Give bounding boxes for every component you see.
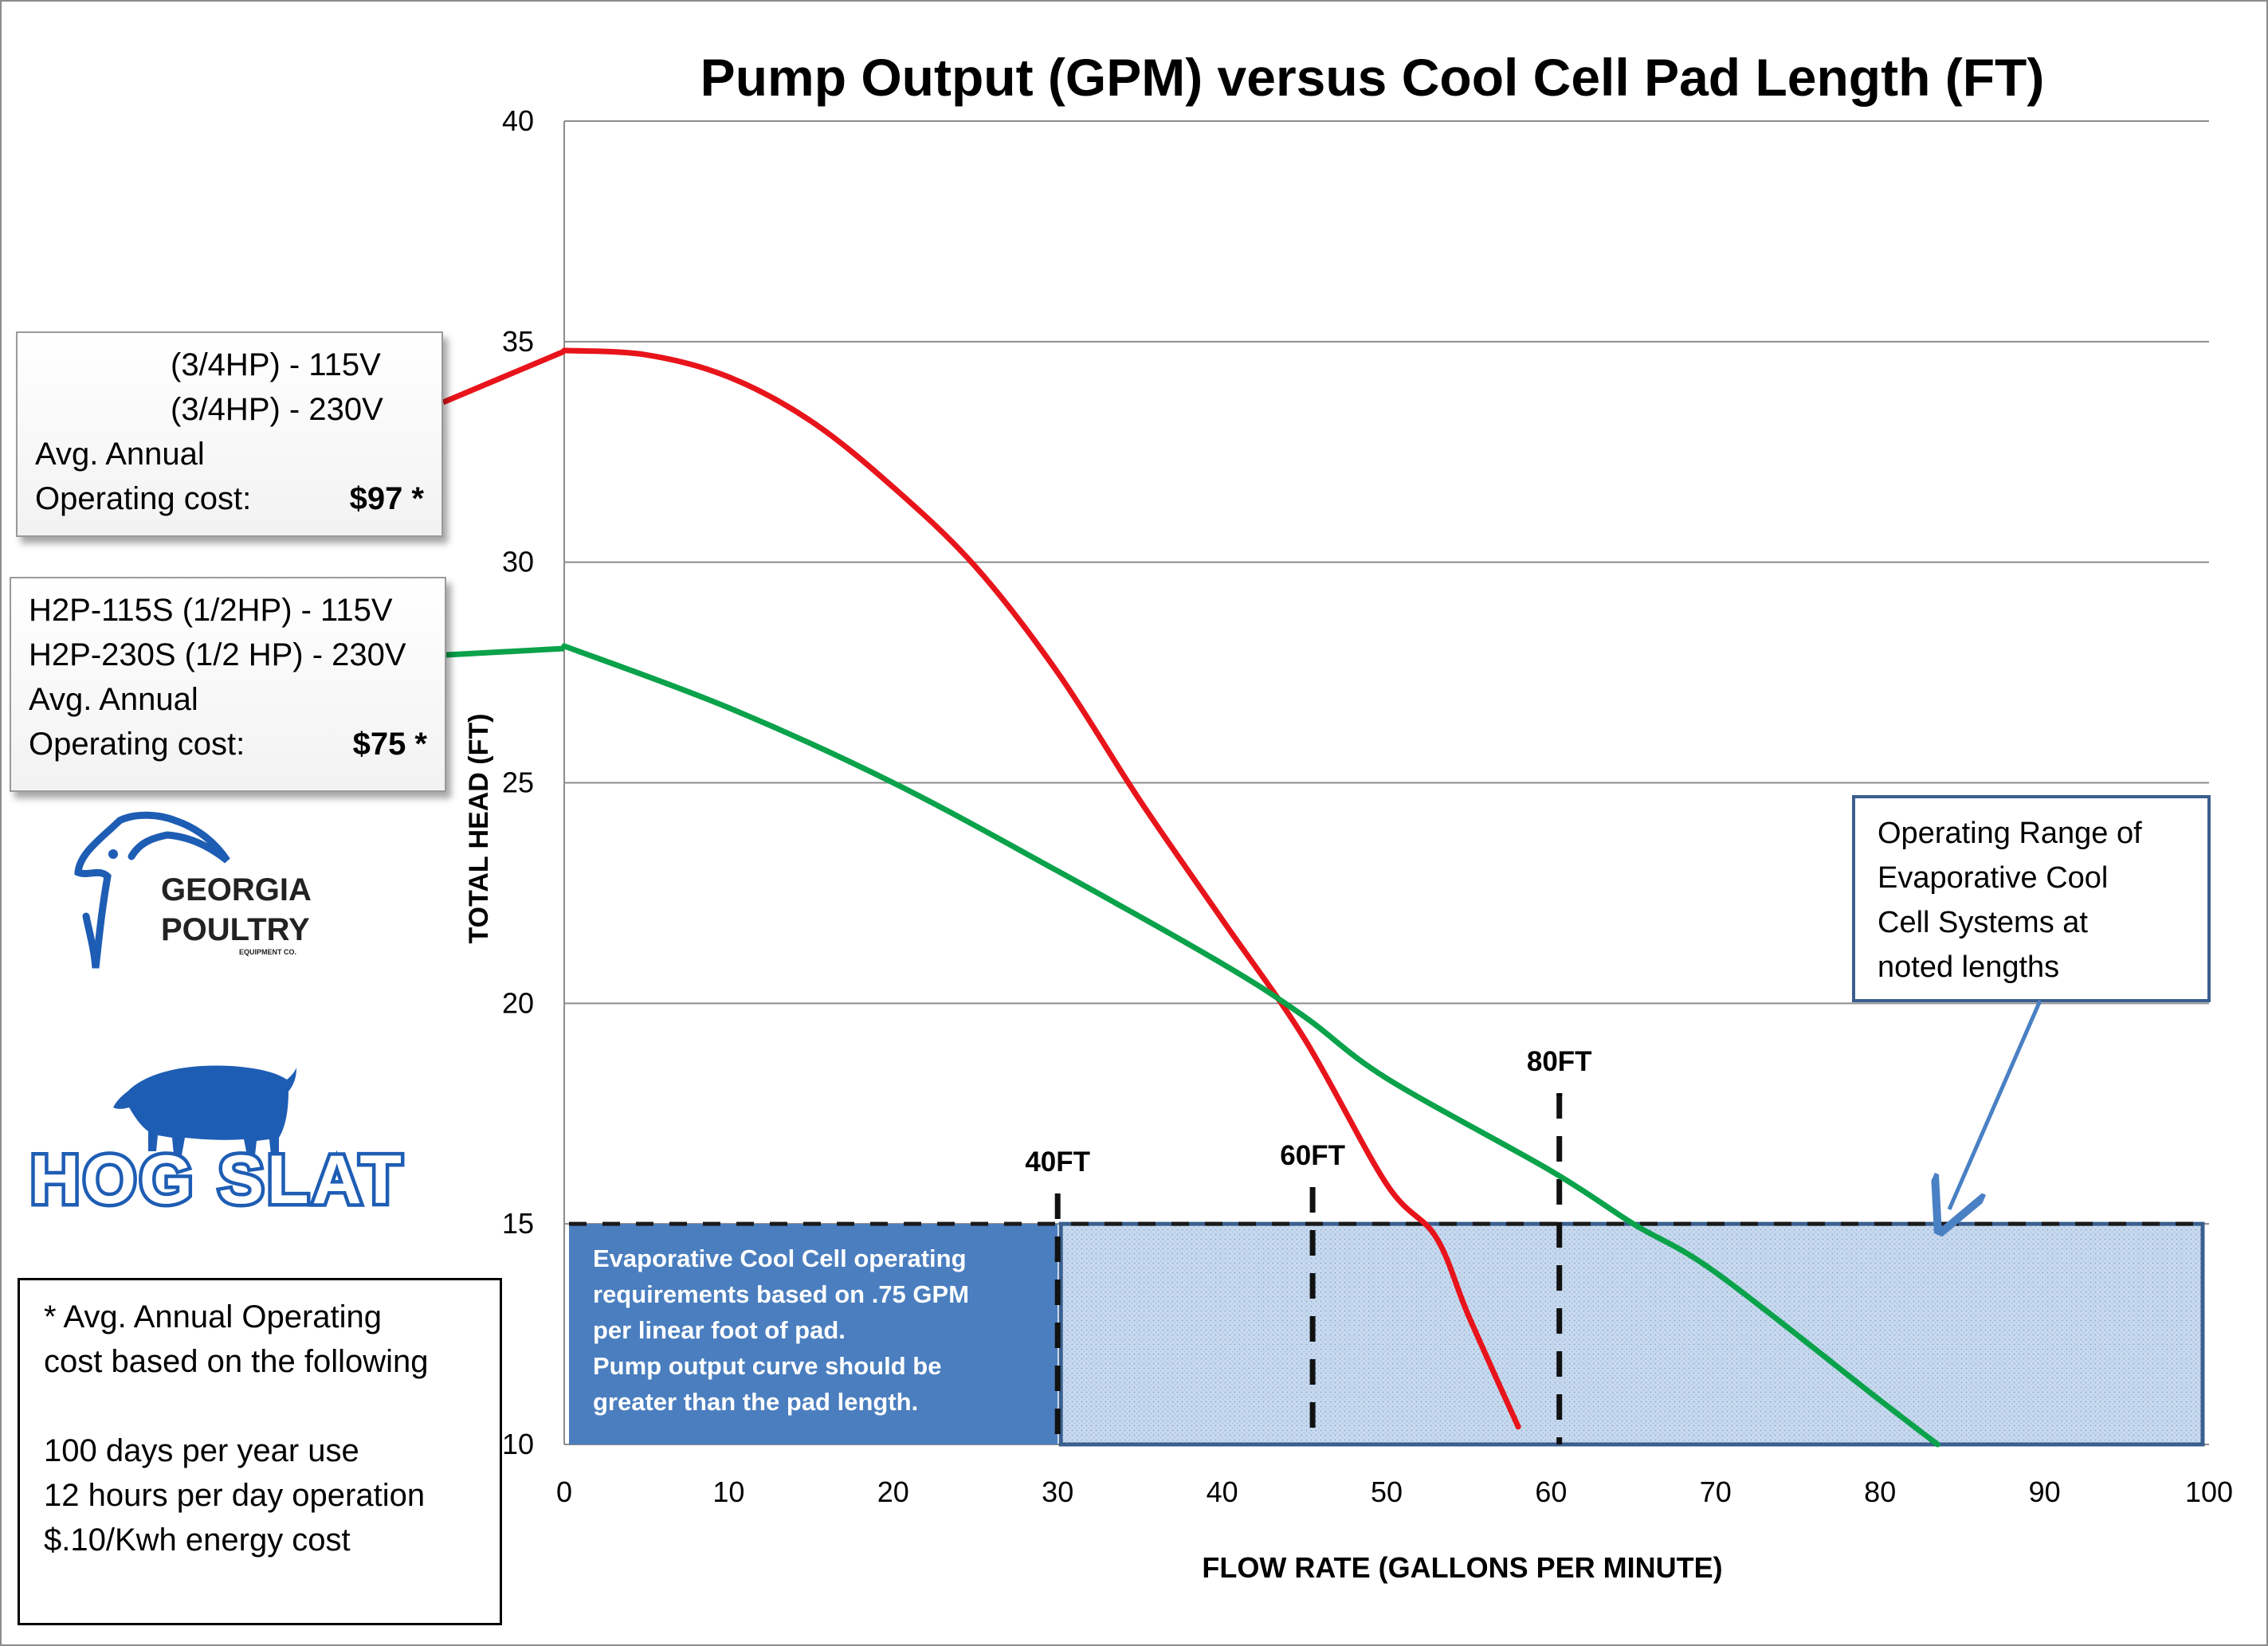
requirement-text-line: requirements based on .75 GPM xyxy=(593,1280,969,1308)
y-tick-label: 30 xyxy=(502,546,534,578)
x-tick-label: 20 xyxy=(877,1476,909,1508)
annotations: Evaporative Cool Cell operating requireme… xyxy=(593,795,2211,1416)
pig-icon xyxy=(113,1065,296,1155)
footnote-line-1: * Avg. Annual Operating xyxy=(44,1299,383,1334)
green-legend-connector xyxy=(445,645,565,658)
regions xyxy=(569,1221,2205,1447)
x-tick-label: 100 xyxy=(2185,1476,2233,1508)
range-callout-arrow xyxy=(1949,1000,2042,1209)
pad-marker-label: 80FT xyxy=(1527,1046,1592,1077)
requirement-text-line: Evaporative Cool Cell operating xyxy=(593,1244,967,1272)
green-legend-cost-value: $75 * xyxy=(352,727,427,762)
x-tick-label: 60 xyxy=(1535,1476,1567,1508)
y-tick-label: 10 xyxy=(502,1428,534,1460)
red-legend-row-4: Operating cost: $97 * xyxy=(35,476,424,521)
pad-marker-label: 40FT xyxy=(1025,1146,1090,1178)
red-pump-legend: (3/4HP) - 115V (3/4HP) - 230V Avg. Annua… xyxy=(16,331,443,537)
requirement-box xyxy=(569,1224,1058,1444)
green-legend-row-2: H2P-230S (1/2 HP) - 230V xyxy=(29,633,427,677)
red-legend-line-1: (3/4HP) - 115V xyxy=(171,347,381,382)
georgia-poultry-logo: GEORGIA POULTRY EQUIPMENT CO. xyxy=(74,811,312,969)
footnote-line-4: 12 hours per day operation xyxy=(44,1478,426,1513)
range-callout-box xyxy=(1852,795,2211,1002)
footnote-line-2: cost based on the following xyxy=(44,1344,429,1379)
requirement-text-line: greater than the pad length. xyxy=(593,1388,918,1416)
range-callout-line: Operating Range of xyxy=(1878,817,2142,850)
series-lines xyxy=(561,347,1940,1448)
x-axis-label: FLOW RATE (GALLONS PER MINUTE) xyxy=(1202,1551,1722,1584)
bird-eye-icon xyxy=(108,849,118,859)
red-legend-cost-label: Operating cost: xyxy=(35,481,252,516)
x-tick-label: 80 xyxy=(1864,1476,1896,1508)
green-legend-line-3: Avg. Annual xyxy=(29,682,198,717)
x-tick-label: 50 xyxy=(1371,1476,1403,1508)
green-pump-curve xyxy=(561,643,1940,1448)
requirement-text-line: per linear foot of pad. xyxy=(593,1316,846,1344)
x-tick-label: 10 xyxy=(712,1476,744,1508)
green-legend-line-2: H2P-230S (1/2 HP) - 230V xyxy=(29,637,406,672)
georgia-text: GEORGIA xyxy=(161,872,312,907)
footnote-spacer xyxy=(44,1384,476,1428)
red-legend-row-1: (3/4HP) - 115V xyxy=(35,343,424,387)
red-pump-curve xyxy=(561,347,1521,1430)
range-callout-line: Evaporative Cool xyxy=(1878,861,2108,895)
y-tick-label: 25 xyxy=(502,766,534,799)
y-tick-label: 15 xyxy=(502,1207,534,1240)
green-legend-row-4: Operating cost: $75 * xyxy=(29,722,427,766)
y-axis-label: TOTAL HEAD (FT) xyxy=(464,714,494,944)
hog-slat-text: HOG SLAT xyxy=(30,1142,405,1218)
range-callout-line: noted lengths xyxy=(1878,950,2059,984)
bird-icon xyxy=(74,811,230,969)
operating-range-box xyxy=(1058,1221,2205,1447)
range-callout-line: Cell Systems at xyxy=(1878,906,2088,939)
red-legend-connector xyxy=(441,348,566,406)
green-pump-legend: H2P-115S (1/2HP) - 115V H2P-230S (1/2 HP… xyxy=(10,577,446,792)
x-tick-label: 90 xyxy=(2029,1476,2061,1508)
footnote-line-3: 100 days per year use xyxy=(44,1433,359,1468)
x-tick-label: 0 xyxy=(556,1476,572,1508)
pad-markers: 40FT 60FT 80FT - xyxy=(1025,1046,1592,1444)
green-legend-row-1: H2P-115S (1/2HP) - 115V xyxy=(29,588,427,633)
poultry-text: POULTRY xyxy=(161,912,310,947)
green-legend-row-3: Avg. Annual xyxy=(29,677,427,722)
hog-slat-logo: HOG SLAT xyxy=(27,1065,405,1222)
green-legend-cost-label: Operating cost: xyxy=(29,727,245,762)
y-tick-label: 40 xyxy=(502,104,534,137)
cost-footnote-box: * Avg. Annual Operating cost based on th… xyxy=(18,1278,502,1625)
pad-marker-label: 60FT xyxy=(1280,1140,1345,1171)
green-legend-line-1: H2P-115S (1/2HP) - 115V xyxy=(29,593,393,628)
pad-marker-dash: - xyxy=(1556,1080,1564,1107)
tick-labels: 10 15 20 25 30 35 40 0 10 20 30 40 50 60 70 80 90 100 xyxy=(502,104,2233,1508)
red-legend-row-2: (3/4HP) - 230V xyxy=(35,387,424,432)
y-tick-label: 20 xyxy=(502,986,534,1019)
red-legend-line-2: (3/4HP) - 230V xyxy=(171,392,383,427)
red-legend-cost-value: $97 * xyxy=(349,481,424,516)
x-tick-label: 30 xyxy=(1042,1476,1073,1508)
requirement-text-line: Pump output curve should be xyxy=(593,1352,941,1380)
x-tick-label: 70 xyxy=(1700,1476,1732,1508)
x-tick-label: 40 xyxy=(1207,1476,1238,1508)
red-legend-row-3: Avg. Annual xyxy=(35,432,424,476)
y-tick-label: 35 xyxy=(502,325,534,358)
chart-title: Pump Output (GPM) versus Cool Cell Pad L… xyxy=(700,48,2045,107)
equipment-text: EQUIPMENT CO. xyxy=(239,948,296,956)
footnote-line-5: $.10/Kwh energy cost xyxy=(44,1523,351,1558)
red-legend-line-3: Avg. Annual xyxy=(35,437,205,472)
